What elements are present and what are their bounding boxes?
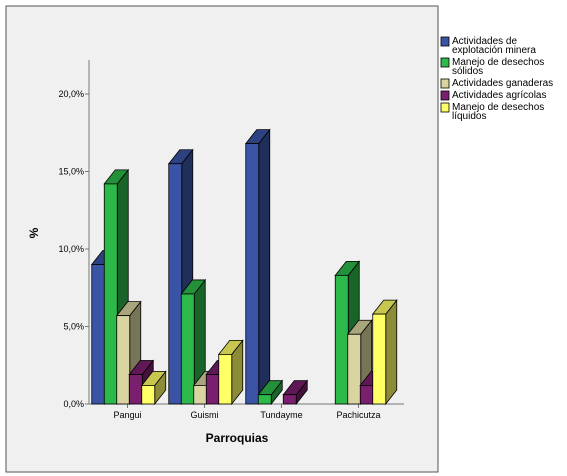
legend-label: Actividades de explotación minera — [452, 36, 536, 56]
legend-swatch — [440, 57, 450, 68]
y-tick-label: 10,0% — [58, 244, 84, 254]
bar-front — [103, 183, 118, 405]
x-tick-label: Guismi — [190, 410, 218, 420]
bar-front — [168, 163, 183, 405]
bar-front — [245, 143, 260, 405]
bar-front — [257, 394, 272, 405]
legend-label-line: Actividades ganaderas — [452, 78, 553, 89]
bar — [140, 370, 167, 406]
bar-front — [116, 315, 131, 405]
legend-label-line: sólidos — [452, 66, 483, 77]
bar-front — [334, 274, 349, 405]
legend-label-line: Manejo de desechos — [452, 102, 544, 113]
legend-item: Manejo de desechos sólidos — [440, 57, 544, 77]
legend-swatch — [440, 90, 450, 101]
bar-front — [141, 384, 156, 405]
legend-item: Manejo de desechos líquidos — [440, 102, 544, 122]
x-tick-label: Pachicutza — [336, 410, 380, 420]
bar-front — [180, 293, 195, 405]
legend-label: Actividades ganaderas — [452, 78, 553, 89]
bar-side — [258, 128, 271, 406]
legend-item: Actividades agrícolas — [440, 90, 547, 101]
legend-item: Actividades de explotación minera — [440, 36, 536, 56]
legend-swatch — [440, 36, 450, 47]
bars — [90, 128, 398, 406]
legend-label-line: Actividades agrícolas — [452, 90, 547, 101]
legend-label-line: Actividades de — [452, 36, 517, 47]
legend-label: Actividades agrícolas — [452, 90, 547, 101]
bar-front — [205, 374, 220, 405]
bar-front — [193, 384, 208, 405]
bar — [282, 379, 309, 406]
x-axis-title: Parroquias — [206, 431, 269, 445]
legend-label-line: explotación minera — [452, 45, 536, 56]
x-tick-label: Pangui — [113, 410, 141, 420]
bar-side — [385, 298, 398, 406]
y-axis-title: % — [27, 227, 41, 238]
bar-front — [282, 394, 297, 405]
bar — [180, 278, 207, 406]
y-tick-label: 20,0% — [58, 89, 84, 99]
y-tick-label: 0,0% — [63, 399, 84, 409]
y-tick-label: 5,0% — [63, 322, 84, 332]
bar-front — [372, 313, 387, 405]
legend-swatch — [440, 102, 450, 113]
legend-item: Actividades ganaderas — [440, 78, 553, 89]
legend-label-line: líquidos — [452, 111, 486, 122]
bar-front — [128, 374, 143, 405]
x-tick-label: Tundayme — [260, 410, 302, 420]
bar-front — [91, 264, 106, 405]
y-tick-label: 15,0% — [58, 167, 84, 177]
legend-label-line: Manejo de desechos — [452, 57, 544, 68]
legend-swatch — [440, 78, 450, 89]
bar-front — [359, 384, 374, 405]
bar-front — [218, 353, 233, 405]
bar — [217, 339, 244, 406]
legend-label: Manejo de desechos líquidos — [452, 102, 544, 122]
bar-front — [347, 333, 362, 405]
legend-label: Manejo de desechos sólidos — [452, 57, 544, 77]
bar — [371, 298, 398, 406]
bar — [257, 379, 284, 406]
bar — [244, 128, 271, 406]
